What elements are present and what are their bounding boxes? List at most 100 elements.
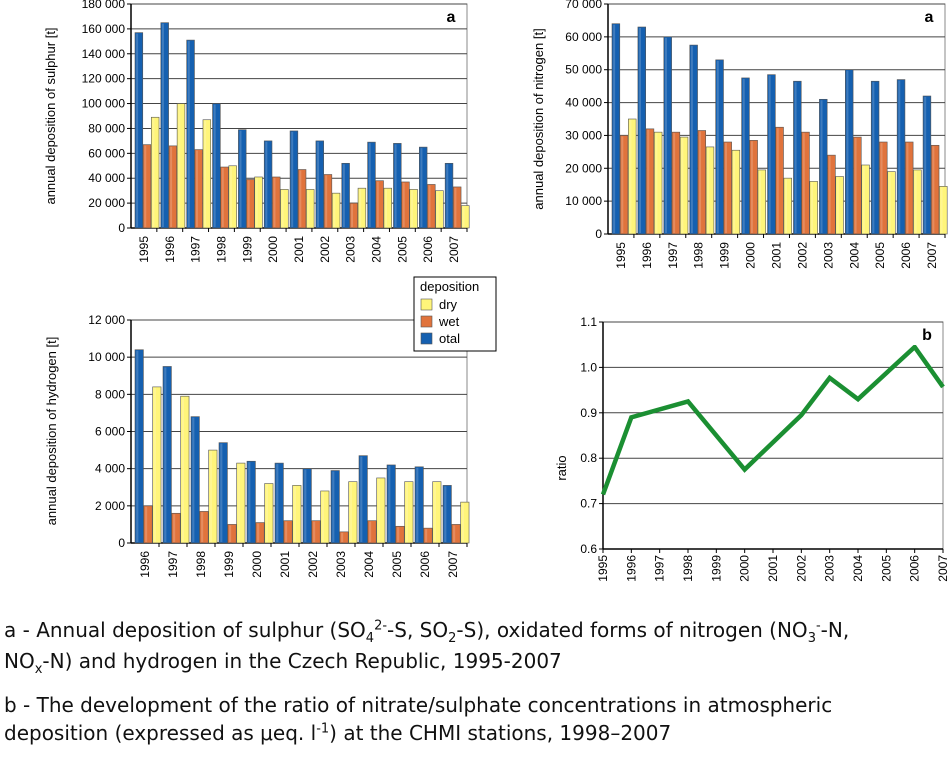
nitrogen-bar-total xyxy=(896,79,906,235)
ratio-xtick-label: 1999 xyxy=(709,555,723,582)
nitrogen-bar-dry-highlight xyxy=(759,170,762,233)
caption-a: a - Annual deposition of sulphur (SO42--… xyxy=(4,614,944,681)
hydrogen-bar-wet-highlight xyxy=(285,521,288,542)
nitrogen-bar-wet xyxy=(879,141,888,235)
hydrogen-xtick-label: 2006 xyxy=(418,551,432,578)
sulphur-bar-total-highlight xyxy=(187,41,190,227)
sulphur-bar-dry-highlight xyxy=(462,206,465,227)
sulphur-ytick-label: 120 000 xyxy=(82,72,126,86)
sulphur-bar-total-highlight xyxy=(317,141,320,227)
legend-swatch-wet xyxy=(420,315,433,328)
sulphur-bar-total xyxy=(393,143,402,229)
nitrogen-bar-wet-highlight xyxy=(750,141,753,233)
ratio-ytick-label: 0.8 xyxy=(580,451,597,465)
sulphur-bar-total-highlight xyxy=(394,144,397,227)
nitrogen-bar-total xyxy=(741,77,750,235)
nitrogen-bar-total-highlight xyxy=(613,24,616,234)
nitrogen-bar-wet-highlight xyxy=(906,143,909,233)
ratio-xtick-label: 2005 xyxy=(879,555,893,582)
nitrogen-bar-dry xyxy=(835,176,844,235)
nitrogen-panel-tag: a xyxy=(925,9,934,26)
nitrogen-bar-dry xyxy=(809,181,818,235)
nitrogen-bar-wet xyxy=(749,140,758,235)
sulphur-bar-total-highlight xyxy=(162,23,164,227)
nitrogen-bar-dry xyxy=(783,177,792,235)
nitrogen-bar-dry-highlight xyxy=(914,170,917,233)
nitrogen-bar-wet-highlight xyxy=(854,138,857,233)
hydrogen-xtick-label: 2001 xyxy=(278,551,292,578)
nitrogen-bar-total-highlight xyxy=(742,78,745,233)
nitrogen-bar-wet-highlight xyxy=(673,133,676,233)
hydrogen-bar-wet-highlight xyxy=(201,512,204,542)
nitrogen-bar-wet-highlight xyxy=(828,156,831,233)
hydrogen-bar-total xyxy=(386,464,396,544)
nitrogen-bar-total-highlight xyxy=(665,37,667,233)
caption-b-line2: deposition (expressed as μeq. l-1) at th… xyxy=(4,720,672,745)
sulphur-bar-dry-highlight xyxy=(333,194,336,227)
hydrogen-ytick-label: 10 000 xyxy=(88,350,125,364)
nitrogen-bar-dry-highlight xyxy=(629,120,632,233)
sulphur-bar-dry xyxy=(383,187,392,229)
hydrogen-bar-wet-highlight xyxy=(257,523,260,542)
hydrogen-bar-dry xyxy=(320,490,330,544)
hydrogen-bar-wet xyxy=(423,527,433,544)
sulphur-ytick-label: 60 000 xyxy=(88,146,125,160)
nitrogen-bar-dry xyxy=(861,164,870,235)
sulphur-bar-dry xyxy=(254,176,263,229)
hydrogen-bar-dry xyxy=(404,481,414,544)
nitrogen-tag-box xyxy=(915,5,943,27)
nitrogen-bar-total xyxy=(715,59,724,235)
hydrogen-bar-dry xyxy=(180,395,190,544)
nitrogen-bar-total xyxy=(663,36,672,235)
sulphur-bar-dry xyxy=(409,189,418,229)
sulphur-ytick-label: 20 000 xyxy=(88,196,125,210)
hydrogen-bar-dry-highlight xyxy=(153,387,156,542)
hydrogen-bar-total-highlight xyxy=(192,417,195,542)
nitrogen-bar-wet-highlight xyxy=(776,128,779,233)
nitrogen-xtick-label: 1996 xyxy=(640,242,654,269)
sulphur-xtick-label: 2000 xyxy=(266,236,280,263)
hydrogen-bar-dry-highlight xyxy=(461,503,464,542)
nitrogen-bar-wet-highlight xyxy=(880,143,883,233)
hydrogen-bar-dry-highlight xyxy=(433,482,436,542)
hydrogen-xtick-label: 2004 xyxy=(362,551,376,578)
hydrogen-bar-wet-highlight xyxy=(453,525,456,542)
hydrogen-ytick-label: 4 000 xyxy=(95,462,125,476)
nitrogen-bar-wet xyxy=(930,144,940,235)
nitrogen-bar-dry-highlight xyxy=(888,172,891,233)
hydrogen-bar-dry xyxy=(152,386,162,544)
nitrogen-bar-wet xyxy=(723,141,732,235)
nitrogen-bar-total xyxy=(870,80,880,235)
sulphur-ytick-label: 0 xyxy=(118,221,125,235)
hydrogen-bar-wet xyxy=(171,512,181,544)
hydrogen-bar-wet-highlight xyxy=(145,506,148,542)
sulphur-bar-total xyxy=(212,103,221,229)
legend-swatch-dry xyxy=(420,298,433,311)
sulphur-xtick-label: 2004 xyxy=(370,236,384,263)
sulphur-bar-dry xyxy=(280,189,289,229)
nitrogen-bar-wet-highlight xyxy=(802,133,805,233)
sulphur-bar-wet-highlight xyxy=(402,182,405,227)
sulphur-bar-wet xyxy=(452,186,462,229)
sulphur-ytick-label: 80 000 xyxy=(88,121,125,135)
sulphur-xtick-label: 1998 xyxy=(214,236,228,263)
ratio-ytick-label: 0.7 xyxy=(580,497,597,511)
sulphur-bar-wet xyxy=(401,181,410,229)
ratio-tag-box xyxy=(913,323,941,345)
hydrogen-xtick-label: 2000 xyxy=(250,551,264,578)
sulphur-ytick-label: 160 000 xyxy=(82,22,126,36)
sulphur-xtick-label: 2006 xyxy=(421,236,435,263)
nitrogen-ytick-label: 20 000 xyxy=(565,161,602,175)
hydrogen-bar-total xyxy=(190,416,200,544)
ratio-ytick-label: 0.9 xyxy=(580,406,597,420)
sulphur-bar-total-highlight xyxy=(446,164,449,227)
hydrogen-bar-total-highlight xyxy=(248,462,251,542)
hydrogen-xtick-label: 2003 xyxy=(334,551,348,578)
hydrogen-bar-wet-highlight xyxy=(229,525,232,542)
sulphur-bar-wet-highlight xyxy=(454,187,457,227)
nitrogen-bar-total-highlight xyxy=(872,82,875,233)
nitrogen-bar-dry-highlight xyxy=(810,182,813,233)
sulphur-xtick-label: 2001 xyxy=(292,236,306,263)
sulphur-ytick-label: 140 000 xyxy=(82,47,126,61)
sulphur-ytick-label: 180 000 xyxy=(82,0,126,11)
